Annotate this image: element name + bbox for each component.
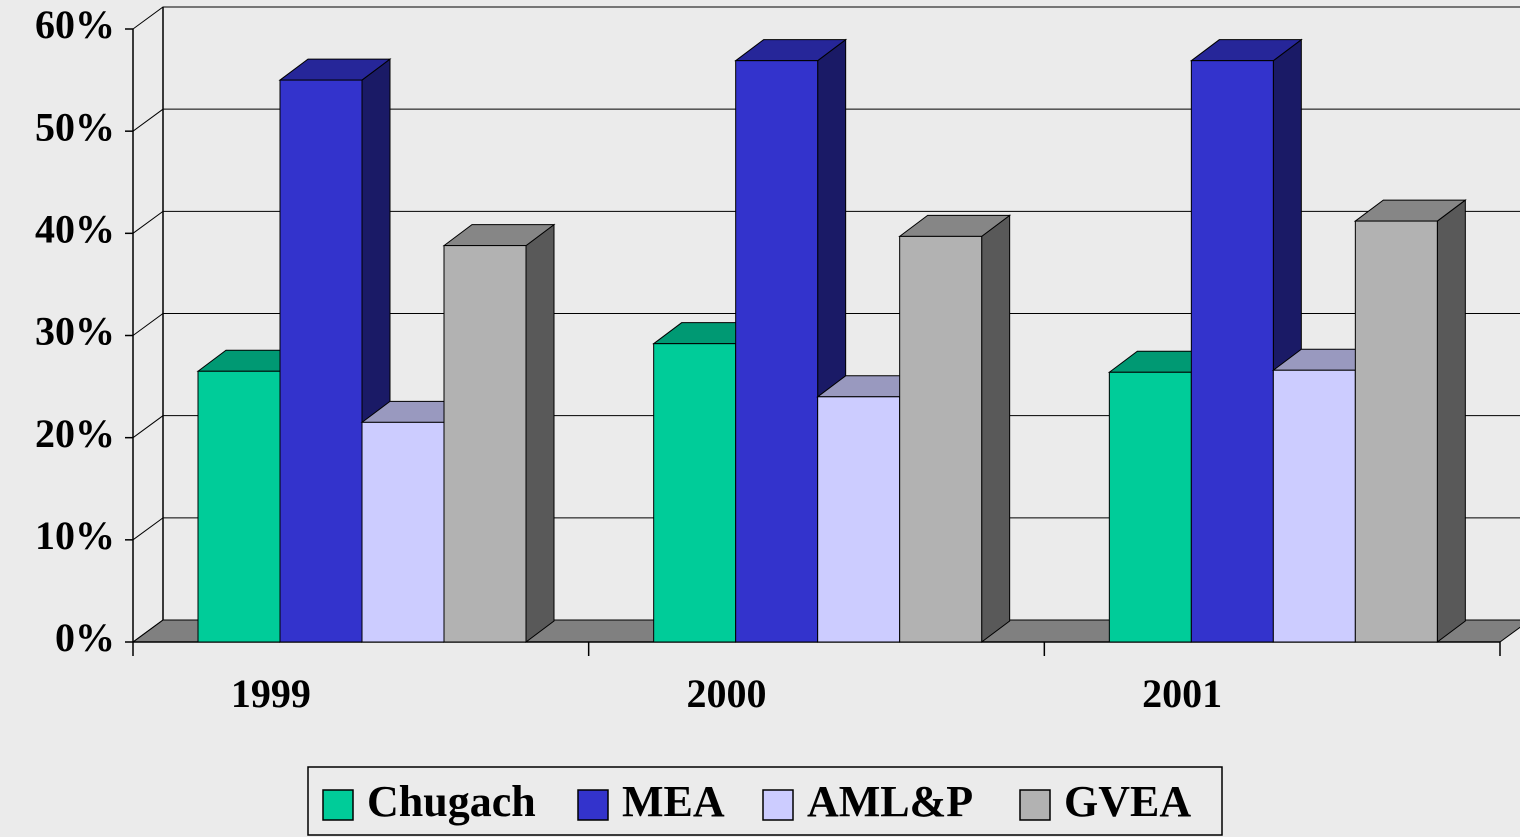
- y-tick-label: 10%: [35, 513, 115, 558]
- x-tick-label: 1999: [231, 671, 311, 716]
- legend-swatch: [1019, 789, 1051, 821]
- y-tick-label: 0%: [55, 615, 115, 660]
- bar-side: [1436, 199, 1466, 643]
- bar-front: [1190, 60, 1274, 643]
- bar-front: [735, 60, 819, 643]
- x-tick-label: 2000: [687, 671, 767, 716]
- bar-front: [653, 343, 737, 643]
- y-tick-label: 30%: [35, 309, 115, 354]
- legend-label: Chugach: [367, 777, 536, 826]
- bar-front: [1272, 369, 1356, 643]
- y-tick-label: 50%: [35, 104, 115, 149]
- legend-swatch: [322, 789, 354, 821]
- legend-label: MEA: [622, 777, 725, 826]
- legend-swatch: [577, 789, 609, 821]
- bar-side: [525, 223, 555, 643]
- x-tick-label: 2001: [1142, 671, 1222, 716]
- bar: [442, 223, 556, 643]
- bar-side: [981, 214, 1011, 643]
- bar: [898, 214, 1012, 643]
- legend-label: AML&P: [807, 777, 973, 826]
- bar-front: [361, 421, 445, 643]
- y-tick-label: 40%: [35, 207, 115, 252]
- bar-front: [279, 79, 363, 643]
- bar-front: [899, 235, 983, 643]
- bar: [1353, 199, 1467, 643]
- bar-front: [1354, 220, 1438, 643]
- bar-front: [817, 396, 901, 643]
- y-tick-label: 60%: [35, 2, 115, 47]
- bar-front: [197, 370, 281, 643]
- y-tick-label: 20%: [35, 411, 115, 456]
- bar-front: [443, 245, 527, 643]
- legend-swatch: [762, 789, 794, 821]
- legend-label: GVEA: [1064, 777, 1191, 826]
- bar-front: [1108, 371, 1192, 643]
